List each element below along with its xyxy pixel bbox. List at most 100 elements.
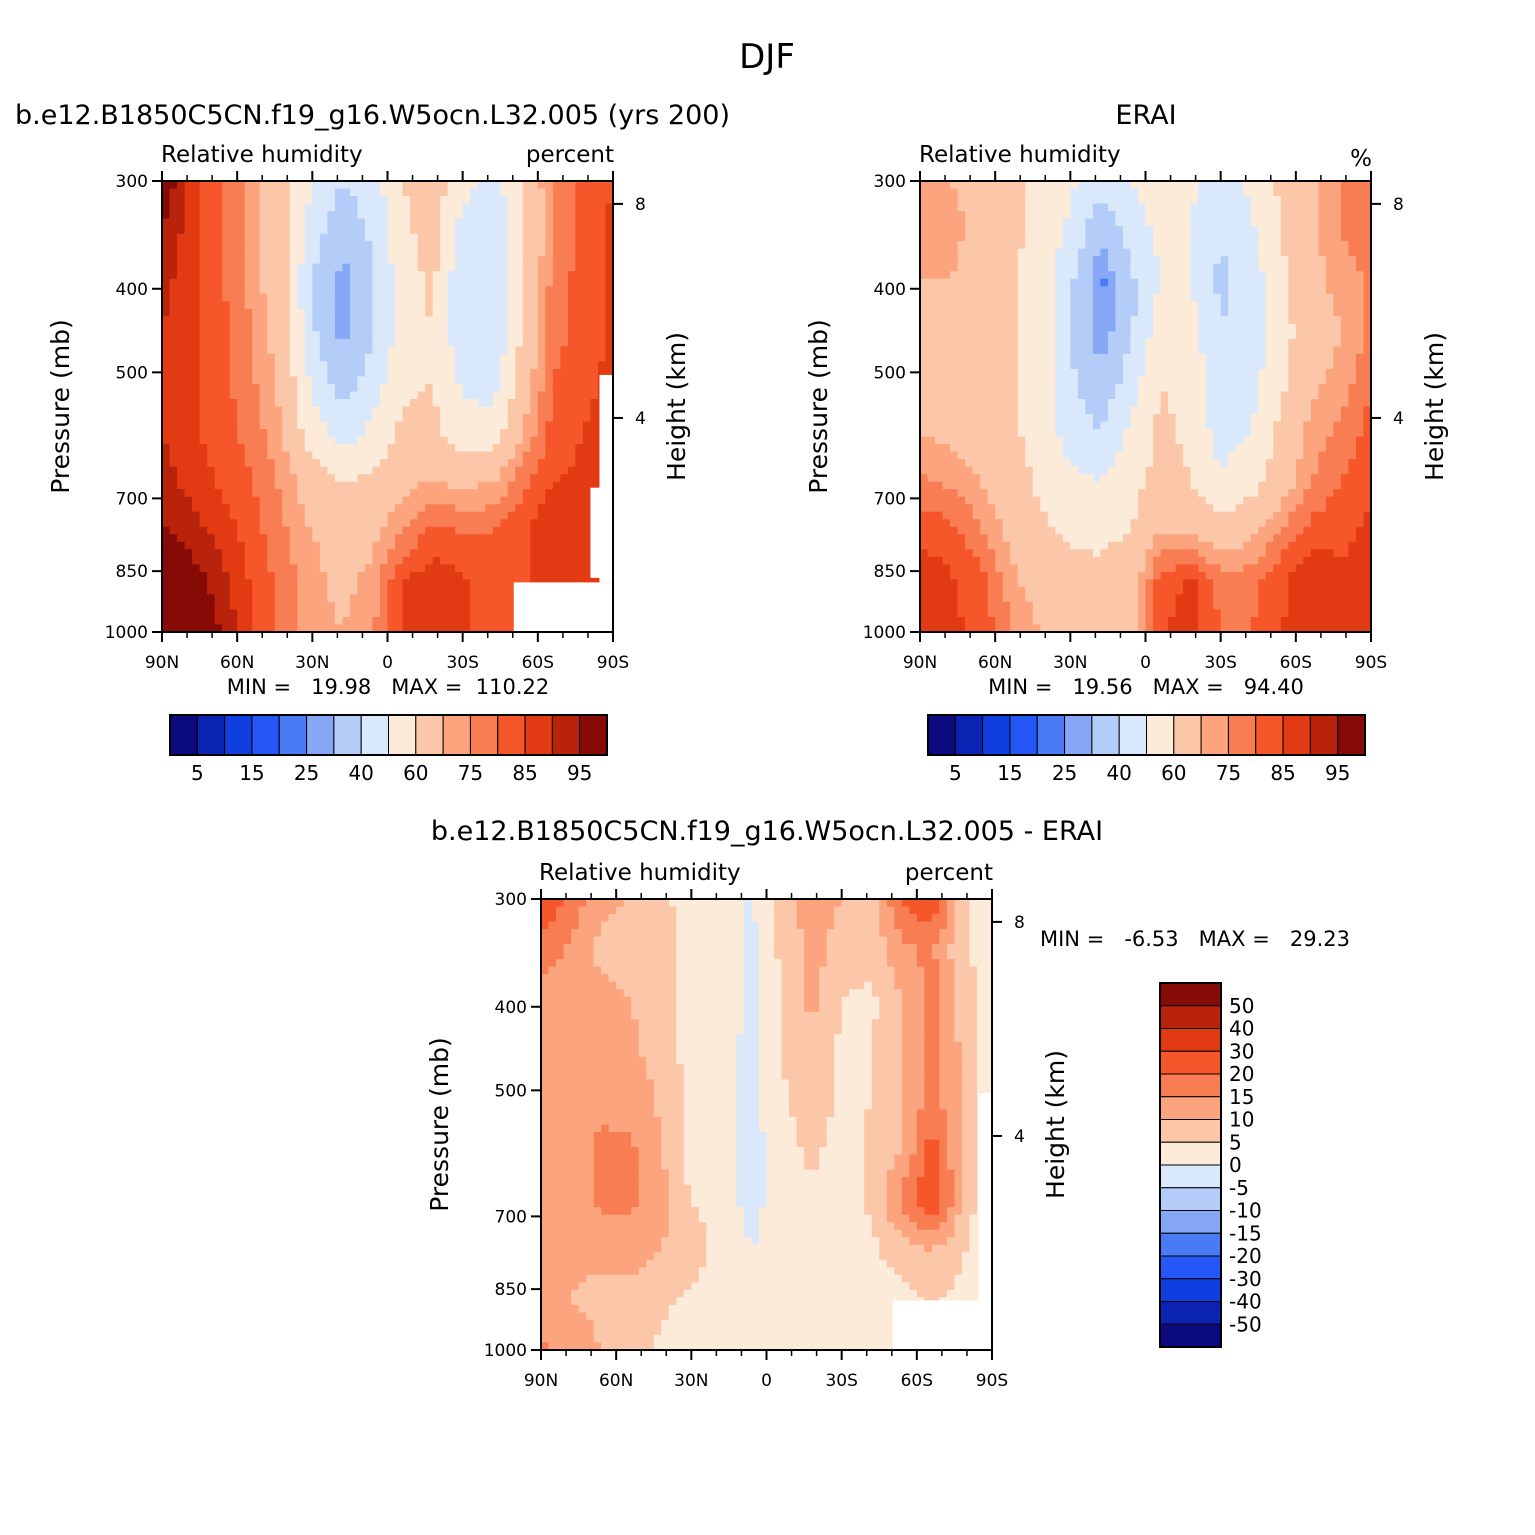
heatmap-cell <box>590 406 599 415</box>
heatmap-cell <box>1002 203 1011 212</box>
heatmap-cell <box>1250 248 1259 257</box>
heatmap-cell <box>537 534 546 543</box>
heatmap-cell <box>537 338 546 347</box>
heatmap-cell <box>485 549 494 558</box>
heatmap-cell <box>342 594 351 603</box>
heatmap-cell <box>395 398 404 408</box>
heatmap-cell <box>1265 196 1274 205</box>
heatmap-cell <box>1062 271 1071 280</box>
heatmap-cell <box>349 489 359 498</box>
heatmap-cell <box>402 609 411 618</box>
heatmap-cell <box>552 391 561 400</box>
heatmap-cell <box>515 271 524 280</box>
heatmap-cell <box>455 526 464 535</box>
heatmap-cell <box>440 308 449 317</box>
heatmap-cell <box>560 278 569 287</box>
heatmap-cell <box>402 233 411 242</box>
heatmap-cell <box>492 241 501 250</box>
heatmap-cell <box>387 203 396 212</box>
heatmap-cell <box>552 549 561 558</box>
heatmap-cell <box>552 301 561 310</box>
heatmap-cell <box>1032 293 1041 302</box>
heatmap-cell <box>1205 271 1214 280</box>
heatmap-cell <box>605 331 614 340</box>
heatmap-cell <box>304 218 313 227</box>
heatmap-cell <box>357 496 366 505</box>
heatmap-cell <box>1077 271 1086 280</box>
heatmap-cell <box>425 181 434 190</box>
heatmap-cell <box>935 248 944 257</box>
heatmap-cell <box>372 331 381 340</box>
heatmap-cell <box>950 248 959 257</box>
heatmap-cell <box>500 308 509 317</box>
heatmap-cell <box>1130 331 1139 340</box>
heatmap-cell <box>402 414 411 423</box>
heatmap-cell <box>387 451 396 460</box>
heatmap-cell <box>560 398 569 408</box>
heatmap-cell <box>410 444 419 453</box>
heatmap-cell <box>440 541 449 550</box>
heatmap-cell <box>1168 181 1177 190</box>
heatmap-cell <box>364 331 374 340</box>
heatmap-cell <box>582 519 592 528</box>
heatmap-cell <box>477 323 486 332</box>
heatmap-cell <box>192 181 201 190</box>
heatmap-cell <box>387 316 396 325</box>
heatmap-cell <box>1258 316 1267 325</box>
heatmap-cell <box>1137 203 1147 212</box>
heatmap-cell <box>342 241 351 250</box>
heatmap-cell <box>259 421 268 430</box>
heatmap-cell <box>334 233 343 242</box>
heatmap-cell <box>1250 263 1259 272</box>
heatmap-cell <box>1047 218 1056 227</box>
heatmap-cell <box>349 256 359 265</box>
heatmap-cell <box>312 481 321 490</box>
heatmap-cell <box>950 278 959 287</box>
heatmap-cell <box>927 233 936 242</box>
heatmap-cell <box>1355 301 1365 310</box>
heatmap-cell <box>447 391 456 400</box>
heatmap-cell <box>1310 211 1319 220</box>
heatmap-cell <box>1190 218 1199 227</box>
heatmap-cell <box>387 361 396 370</box>
heatmap-cell <box>289 271 298 280</box>
heatmap-cell <box>162 459 171 468</box>
heatmap-cell <box>244 609 253 618</box>
heatmap-cell <box>162 526 171 535</box>
heatmap-cell <box>432 368 441 378</box>
heatmap-cell <box>1348 188 1357 197</box>
heatmap-cell <box>319 293 328 302</box>
heatmap-cell <box>447 383 456 393</box>
heatmap-cell <box>184 421 193 430</box>
heatmap-cell <box>357 564 366 573</box>
heatmap-cell <box>304 308 313 317</box>
heatmap-cell <box>432 196 441 205</box>
heatmap-cell <box>237 526 246 535</box>
heatmap-cell <box>410 361 419 370</box>
heatmap-cell <box>1280 301 1289 310</box>
heatmap-cell <box>432 188 441 197</box>
heatmap-cell <box>942 203 951 212</box>
heatmap-cell <box>319 271 328 280</box>
heatmap-cell <box>1183 248 1192 257</box>
heatmap-cell <box>1100 308 1109 317</box>
heatmap-cell <box>282 301 291 310</box>
heatmap-cell <box>199 421 208 430</box>
heatmap-cell <box>957 256 966 265</box>
heatmap-cell <box>1160 323 1169 332</box>
heatmap-cell <box>560 211 569 220</box>
heatmap-cell <box>530 233 539 242</box>
heatmap-cell <box>590 323 599 332</box>
heatmap-cell <box>605 203 614 212</box>
heatmap-cell <box>455 594 464 603</box>
heatmap-cell <box>387 331 396 340</box>
heatmap-cell <box>402 271 411 280</box>
heatmap-cell <box>410 504 419 513</box>
heatmap-cell <box>432 489 441 498</box>
heatmap-cell <box>552 368 561 378</box>
heatmap-cell <box>222 519 231 528</box>
heatmap-cell <box>162 541 171 550</box>
heatmap-cell <box>1085 188 1094 197</box>
heatmap-cell <box>379 398 389 408</box>
heatmap-cell <box>274 504 283 513</box>
